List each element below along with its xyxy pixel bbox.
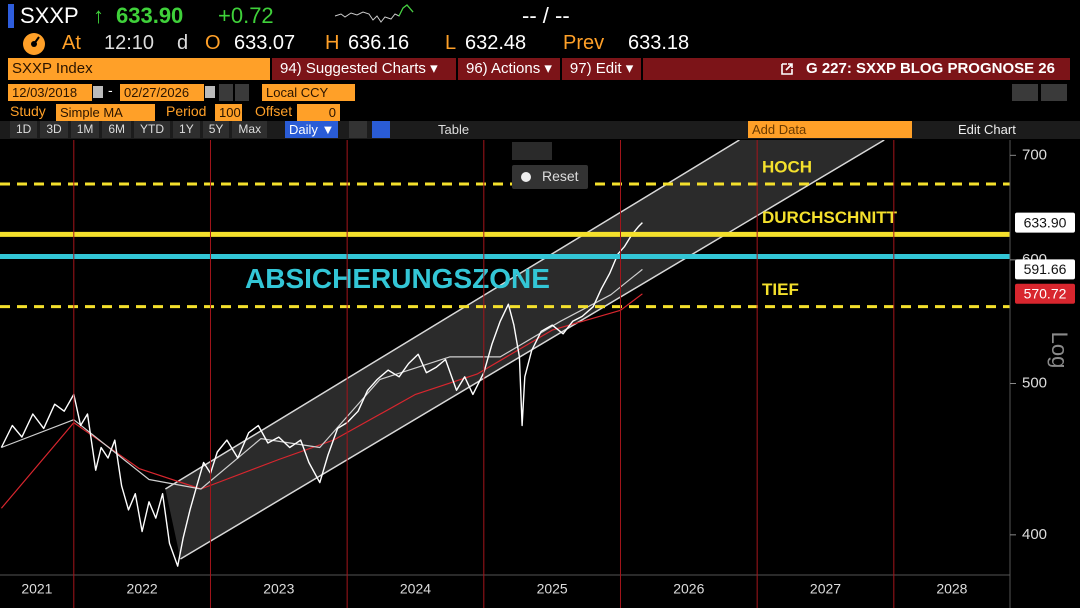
add-data-input[interactable]: Add Data	[748, 121, 912, 138]
redo-button[interactable]	[1041, 84, 1067, 101]
reset-icon	[521, 172, 531, 182]
end-date[interactable]: 02/27/2026	[120, 84, 204, 101]
y-tick-label: 700	[1022, 146, 1047, 163]
zone-annotation: ABSICHERUNGSZONE	[245, 263, 550, 294]
menu-item[interactable]: 96) Actions ▾	[458, 58, 562, 80]
frequency-select[interactable]: Daily ▼	[285, 121, 339, 138]
plot-area	[0, 140, 885, 567]
export-icon[interactable]	[779, 61, 795, 77]
period-button[interactable]: 5Y	[202, 121, 230, 138]
x-tick-label: 2026	[673, 581, 704, 597]
low-value: 632.48	[465, 32, 527, 54]
period-button[interactable]: 3D	[40, 121, 68, 138]
bar-style-button[interactable]	[372, 121, 390, 138]
forward-button[interactable]	[235, 84, 249, 101]
price-tag-label: 570.72	[1024, 285, 1067, 301]
prev-value: 633.18	[628, 32, 690, 54]
start-date[interactable]: 12/03/2018	[8, 84, 92, 101]
study-label: Study	[10, 103, 46, 119]
scale-label: Log	[1047, 332, 1072, 369]
line-style-button[interactable]	[349, 121, 367, 138]
high-value: 636.16	[348, 32, 410, 54]
menu-item[interactable]: 94) Suggested Charts ▾	[272, 58, 458, 80]
x-tick-label: 2023	[263, 581, 294, 597]
up-arrow: ↑	[93, 3, 104, 28]
period-button[interactable]: YTD	[134, 121, 171, 138]
level-label: DURCHSCHNITT	[762, 208, 898, 227]
security-marker	[8, 4, 14, 28]
table-button[interactable]: Table	[438, 122, 470, 137]
x-tick-label: 2027	[810, 581, 841, 597]
price-tag	[1015, 212, 1075, 233]
series-line	[0, 222, 643, 567]
menu-bar	[272, 58, 1070, 80]
back-button[interactable]	[219, 84, 233, 101]
chart: HOCH DURCHSCHNITT TIEF ABSICHERUNGSZONE Log…	[0, 140, 1075, 608]
net-change: +0.72	[218, 3, 274, 28]
page-title: G 227: SXXP BLOG PROGNOSE 26	[806, 60, 1055, 77]
x-tick-label: 2021	[21, 581, 52, 597]
open-label: O	[205, 32, 221, 54]
price-tag	[1015, 259, 1075, 280]
x-tick-label: 2025	[537, 581, 568, 597]
security-field[interactable]: SXXP Index	[8, 58, 270, 80]
period-button[interactable]: 1D	[10, 121, 38, 138]
menu-items: 94) Suggested Charts ▾ 96) Actions ▾ 97) E…	[272, 58, 644, 80]
level-label: HOCH	[762, 158, 812, 177]
reset-button[interactable]: Reset	[512, 165, 588, 189]
period-buttons: 1D 3D 1M 6M YTD 1Y 5Y Max	[10, 121, 270, 138]
prev-label: Prev	[563, 32, 605, 54]
channel-fill	[165, 140, 885, 560]
period-label: Period	[166, 103, 207, 119]
period-button[interactable]: 6M	[102, 121, 132, 138]
realtime-icon	[23, 33, 45, 55]
edit-chart-button[interactable]: Edit Chart	[958, 122, 1016, 137]
period-button[interactable]: Max	[232, 121, 268, 138]
chart-overlay: HOCH DURCHSCHNITT TIEF ABSICHERUNGSZONE	[0, 158, 1010, 309]
low-label: L	[445, 32, 457, 54]
price-tag-label: 591.66	[1024, 261, 1067, 277]
calendar-button[interactable]	[93, 86, 103, 98]
x-tick-label: 2024	[400, 581, 431, 597]
day-flag: d	[177, 32, 189, 54]
open-value: 633.07	[234, 32, 296, 54]
offset-input[interactable]: 0	[297, 104, 340, 121]
price-tag	[1015, 283, 1075, 304]
study-select[interactable]: Simple MA	[56, 104, 155, 121]
currency[interactable]: Local CCY	[262, 84, 355, 101]
price-tag-label: 633.90	[1024, 214, 1067, 230]
calendar-button[interactable]	[205, 86, 215, 98]
menu-item[interactable]: 97) Edit ▾	[562, 58, 644, 80]
period-button[interactable]: 1M	[70, 121, 100, 138]
period-input[interactable]: 100	[215, 104, 242, 121]
reset-label: Reset	[542, 168, 579, 184]
time: 12:10	[104, 32, 155, 54]
level-label: TIEF	[762, 280, 799, 299]
high-label: H	[325, 32, 340, 54]
ticker: SXXP	[20, 3, 79, 28]
bid-ask: -- / --	[522, 3, 570, 28]
x-tick-label: 2022	[127, 581, 158, 597]
sparkline	[334, 4, 414, 23]
series-line	[1, 268, 643, 490]
at-label: At	[62, 32, 81, 54]
date-separator: -	[108, 82, 113, 98]
y-tick-label: 400	[1022, 526, 1047, 543]
channel-line	[164, 140, 740, 490]
period-button[interactable]: 1Y	[173, 121, 200, 138]
chart-type-button[interactable]	[512, 142, 552, 160]
offset-label: Offset	[255, 103, 293, 119]
undo-button[interactable]	[1012, 84, 1038, 101]
last-price: 633.90	[116, 3, 184, 28]
x-tick-label: 2028	[936, 581, 967, 597]
y-tick-label: 500	[1022, 374, 1047, 391]
